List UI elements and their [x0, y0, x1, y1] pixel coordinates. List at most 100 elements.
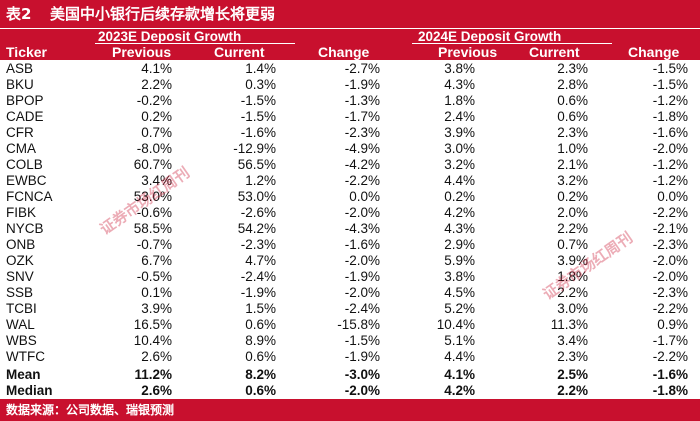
summary-row: Median 2.6% 0.6% -2.0% 4.2% 2.2% -1.8% — [0, 383, 700, 399]
cell-previous-2024: 5.9% — [444, 253, 475, 268]
cell-previous-2024: 4.3% — [444, 221, 475, 236]
cell-previous-2023: 6.7% — [141, 253, 172, 268]
cell-change-2024: -2.0% — [652, 141, 688, 156]
cell-previous-2023: -8.0% — [136, 141, 172, 156]
cell-current-2024: 2.2% — [557, 383, 588, 398]
group-header-2024: 2024E Deposit Growth — [418, 29, 562, 44]
cell-current-2024: 2.8% — [557, 77, 588, 92]
cell-current-2024: 2.2% — [557, 221, 588, 236]
cell-current-2024: 0.7% — [557, 237, 588, 252]
cell-ticker: Mean — [6, 367, 41, 382]
cell-previous-2023: 3.4% — [141, 173, 172, 188]
cell-change-2024: -2.2% — [652, 349, 688, 364]
cell-ticker: SNV — [6, 269, 34, 284]
cell-previous-2023: -0.6% — [136, 205, 172, 220]
table-row: CMA -8.0% -12.9% -4.9% 3.0% 1.0% -2.0% — [0, 141, 700, 157]
cell-previous-2024: 3.8% — [444, 269, 475, 284]
cell-current-2024: 3.2% — [557, 173, 588, 188]
cell-current-2023: -2.4% — [240, 269, 276, 284]
cell-previous-2024: 5.2% — [444, 301, 475, 316]
cell-previous-2023: 58.5% — [133, 221, 172, 236]
table-row: WTFC 2.6% 0.6% -1.9% 4.4% 2.3% -2.2% — [0, 349, 700, 365]
cell-change-2023: -4.2% — [344, 157, 380, 172]
table-row: WAL 16.5% 0.6% -15.8% 10.4% 11.3% 0.9% — [0, 317, 700, 333]
cell-change-2023: -1.9% — [344, 269, 380, 284]
cell-current-2023: 54.2% — [237, 221, 276, 236]
cell-change-2023: -15.8% — [337, 317, 380, 332]
cell-current-2024: 1.8% — [557, 269, 588, 284]
cell-ticker: ONB — [6, 237, 36, 252]
cell-current-2024: 2.5% — [557, 367, 588, 382]
cell-previous-2023: 0.2% — [141, 109, 172, 124]
cell-change-2023: -2.7% — [344, 61, 380, 76]
table-row: BPOP -0.2% -1.5% -1.3% 1.8% 0.6% -1.2% — [0, 93, 700, 109]
cell-current-2024: 2.0% — [557, 205, 588, 220]
cell-current-2024: 3.9% — [557, 253, 588, 268]
cell-current-2023: 0.3% — [245, 77, 276, 92]
cell-ticker: Median — [6, 383, 53, 398]
cell-change-2024: -1.6% — [652, 125, 688, 140]
cell-current-2024: 11.3% — [550, 317, 588, 332]
cell-previous-2024: 4.1% — [444, 367, 475, 382]
header-current-2023: Current — [214, 44, 265, 60]
table-title-banner: 表2 美国中小银行后续存款增长将更弱 — [0, 0, 700, 28]
cell-change-2024: -1.2% — [652, 157, 688, 172]
cell-previous-2023: -0.7% — [136, 237, 172, 252]
cell-change-2023: -1.5% — [344, 333, 380, 348]
cell-current-2023: 0.6% — [245, 383, 276, 398]
cell-previous-2023: 0.1% — [141, 285, 172, 300]
cell-change-2024: -1.8% — [652, 383, 688, 398]
cell-ticker: WAL — [6, 317, 35, 332]
cell-current-2023: 0.6% — [245, 349, 276, 364]
cell-previous-2024: 0.2% — [444, 189, 475, 204]
cell-current-2023: 53.0% — [237, 189, 276, 204]
cell-ticker: FIBK — [6, 205, 37, 220]
cell-previous-2024: 4.5% — [444, 285, 475, 300]
cell-current-2024: 1.0% — [557, 141, 588, 156]
cell-change-2024: -2.0% — [652, 269, 688, 284]
table-row: BKU 2.2% 0.3% -1.9% 4.3% 2.8% -1.5% — [0, 77, 700, 93]
cell-change-2024: 0.9% — [657, 317, 688, 332]
cell-current-2023: -12.9% — [233, 141, 276, 156]
column-header-row: Ticker Previous Current Change Previous … — [0, 44, 700, 60]
cell-change-2024: -1.2% — [652, 173, 688, 188]
deposit-growth-table: ASB 4.1% 1.4% -2.7% 3.8% 2.3% -1.5% BKU 2.2% 0.3%… — [0, 61, 700, 365]
cell-ticker: COLB — [6, 157, 43, 172]
table-title: 美国中小银行后续存款增长将更弱 — [50, 5, 276, 23]
cell-current-2024: 2.3% — [557, 61, 588, 76]
cell-change-2024: -2.1% — [652, 221, 688, 236]
cell-change-2024: -1.5% — [652, 77, 688, 92]
cell-current-2024: 0.6% — [557, 109, 588, 124]
cell-change-2023: -2.4% — [344, 301, 380, 316]
cell-previous-2023: -0.2% — [136, 93, 172, 108]
cell-previous-2024: 4.2% — [444, 205, 475, 220]
cell-ticker: NYCB — [6, 221, 44, 236]
group-header-row: 2023E Deposit Growth 2024E Deposit Growt… — [0, 29, 700, 44]
source-footer: 数据来源：公司数据、瑞银预测 — [0, 399, 700, 421]
group-underline-2023 — [95, 43, 295, 44]
cell-change-2024: -1.7% — [652, 333, 688, 348]
summary-row: Mean 11.2% 8.2% -3.0% 4.1% 2.5% -1.6% — [0, 367, 700, 383]
cell-previous-2024: 2.4% — [444, 109, 475, 124]
table-row: COLB 60.7% 56.5% -4.2% 3.2% 2.1% -1.2% — [0, 157, 700, 173]
table-row: FCNCA 53.0% 53.0% 0.0% 0.2% 0.2% 0.0% — [0, 189, 700, 205]
cell-previous-2024: 4.3% — [444, 77, 475, 92]
cell-current-2023: 1.2% — [245, 173, 276, 188]
cell-previous-2023: 2.2% — [141, 77, 172, 92]
cell-previous-2024: 4.2% — [444, 383, 475, 398]
cell-previous-2024: 3.2% — [444, 157, 475, 172]
cell-previous-2023: 60.7% — [133, 157, 172, 172]
group-header-2023: 2023E Deposit Growth — [98, 29, 242, 44]
cell-change-2024: 0.0% — [657, 189, 688, 204]
table-row: ONB -0.7% -2.3% -1.6% 2.9% 0.7% -2.3% — [0, 237, 700, 253]
table-row: FIBK -0.6% -2.6% -2.0% 4.2% 2.0% -2.2% — [0, 205, 700, 221]
cell-current-2023: -2.6% — [240, 205, 276, 220]
cell-previous-2023: 2.6% — [141, 383, 172, 398]
cell-previous-2023: 10.4% — [133, 333, 172, 348]
table-row: SSB 0.1% -1.9% -2.0% 4.5% 2.2% -2.3% — [0, 285, 700, 301]
cell-current-2024: 2.3% — [557, 349, 588, 364]
cell-previous-2023: 16.5% — [133, 317, 172, 332]
cell-change-2024: -1.8% — [652, 109, 688, 124]
cell-current-2024: 2.1% — [557, 157, 588, 172]
cell-current-2023: 8.2% — [245, 367, 276, 382]
